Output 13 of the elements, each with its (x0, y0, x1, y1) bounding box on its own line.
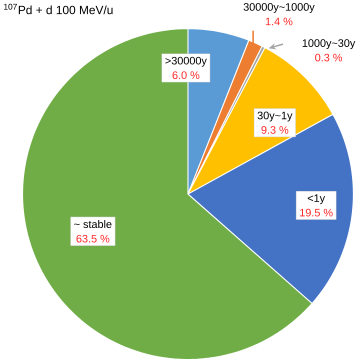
data-label: 0.3 % (314, 54, 342, 62)
slice-label: 30y~1y (257, 112, 292, 122)
chart-title: $^{107}$Pd + d 100 MeV/u (4, 4, 112, 14)
slice-label: >30000y (165, 56, 207, 67)
data-label: 19.5 % (300, 208, 332, 216)
data-label: 9.3 % (261, 126, 288, 134)
data-label: 1.4 % (266, 18, 292, 26)
data-label: 63.5 % (76, 234, 110, 243)
legend-label: 1000y~30y (302, 39, 356, 50)
slice-label: <1y (308, 194, 325, 204)
slice-label: ~ stable (74, 220, 112, 228)
data-label: 6.0 % (172, 71, 200, 80)
slice-label: 30000y~1000y (243, 3, 314, 13)
